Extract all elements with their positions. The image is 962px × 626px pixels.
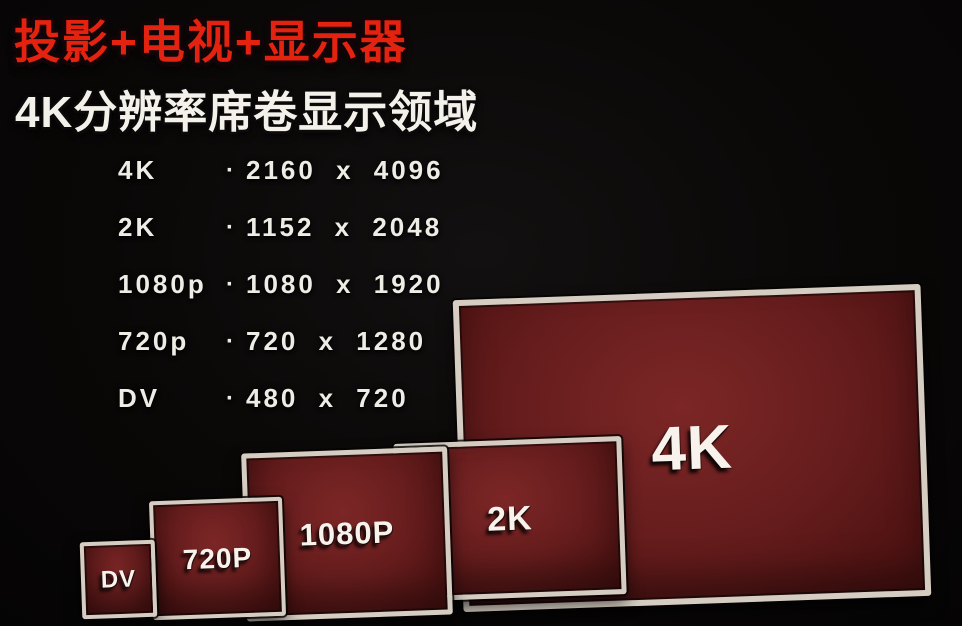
resolution-value: 720 x 1280 [246,326,427,356]
resolution-label: 4K [118,155,158,185]
resolution-row-1080p: 1080p · 1080 x 1920 [118,256,444,313]
resolution-value: 1080 x 1920 [246,269,444,299]
resolution-value: 480 x 720 [246,383,409,413]
resolution-row-720p: 720p · 720 x 1280 [118,313,444,370]
screen-1080p-label: 1080P [299,514,395,553]
screen-dv: DV [79,539,158,620]
title-badge: 投影+电视+显示器 [14,16,408,68]
resolution-list: 4K · 2160 x 4096 2K · 1152 x 2048 1080p … [118,142,444,427]
resolution-row-dv: DV · 480 x 720 [118,370,444,427]
resolution-label: 2K [118,212,158,242]
resolution-value: 2160 x 4096 [246,155,444,185]
resolution-label: DV [118,383,161,413]
dot-separator: · [226,270,234,298]
dot-separator: · [226,156,234,184]
resolution-label: 720p [118,326,190,356]
screen-720p: 720P [148,496,287,621]
screen-720p-label: 720P [182,541,253,575]
resolution-label: 1080p [118,269,207,299]
page-title: 4K分辨率席卷显示领域 [15,88,479,137]
dot-separator: · [226,327,234,355]
dot-separator: · [226,213,234,241]
screen-2k-label: 2K [486,498,534,539]
resolution-value: 1152 x 2048 [246,212,443,242]
screen-4k-label: 4K [650,412,734,484]
dot-separator: · [226,384,234,412]
screen-dv-label: DV [100,564,137,594]
resolution-row-2k: 2K · 1152 x 2048 [118,199,444,256]
resolution-row-4k: 4K · 2160 x 4096 [118,142,444,199]
